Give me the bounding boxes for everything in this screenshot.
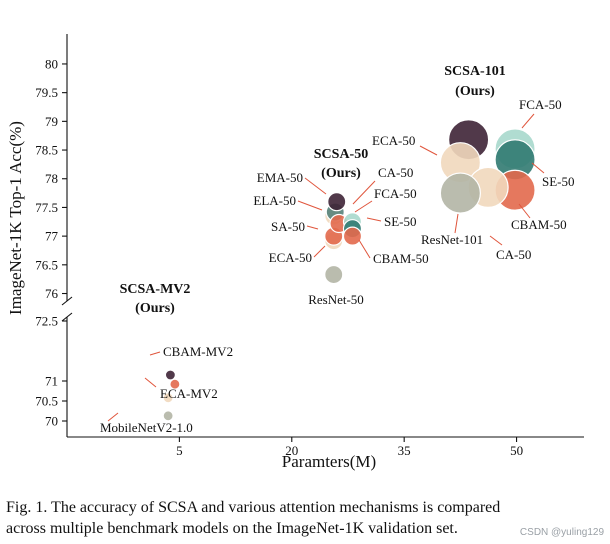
chart-axes: 5 20 35 50 76 76.5 77 77.5 78 78.5 79 79.5 80 70 70.5 7…: [35, 34, 584, 458]
point-label: SE-50: [542, 174, 575, 189]
label-leader-line: [454, 213, 459, 234]
point-label: ResNet-101: [421, 232, 483, 247]
x-tick-label: 35: [398, 443, 411, 458]
caption-line-1: Fig. 1. The accuracy of SCSA and various…: [6, 499, 501, 516]
point-label: CA-50: [378, 165, 413, 180]
caption-line-2: across multiple benchmark models on the …: [6, 520, 458, 537]
x-tick-label: 50: [510, 443, 523, 458]
y-tick-label: 77.5: [35, 200, 58, 215]
point-label: (Ours): [455, 84, 495, 99]
point-scsa-50-ours: [327, 192, 347, 212]
label-leader-line: [144, 377, 157, 388]
point-scsa-mv2-ours: [164, 369, 176, 381]
label-leader-line: [107, 412, 119, 422]
y-tick-label: 76.5: [35, 257, 58, 272]
label-leader-line: [352, 180, 376, 205]
label-leader-line: [419, 145, 438, 156]
point-label: SCSA-101: [444, 64, 505, 79]
y-tick-label: 78: [45, 171, 58, 186]
y-axis-break-mark-upper: [61, 296, 73, 306]
point-label: ResNet-50: [308, 292, 364, 307]
point-label: CA-50: [496, 247, 531, 262]
point-label: FCA-50: [519, 97, 562, 112]
x-axis-label: Paramters(M): [282, 452, 376, 471]
point-label: (Ours): [135, 301, 175, 316]
y-tick-label: 80: [45, 56, 58, 71]
y-tick-label: 76: [45, 286, 59, 301]
label-leader-line: [313, 245, 326, 258]
point-label: SA-50: [271, 219, 305, 234]
label-leader-line: [489, 235, 503, 246]
point-cbam-mv2: [169, 378, 181, 390]
point-label: FCA-50: [374, 186, 417, 201]
y-tick-label: 77: [45, 229, 59, 244]
point-eca-mv2: [162, 392, 174, 404]
watermark: CSDN @yuling129: [519, 527, 604, 538]
point-label: SCSA-50: [314, 147, 368, 162]
label-leader-line: [306, 225, 319, 230]
chart-point-labels: MobileNetV2-1.0 ECA-MV2 CBAM-MV2 SCSA-MV2 (O…: [100, 64, 575, 435]
y-tick-label: 70: [45, 414, 58, 429]
x-tick-label: 5: [176, 443, 183, 458]
point-label: ELA-50: [253, 193, 296, 208]
label-leader-line: [304, 177, 327, 195]
point-label: ECA-50: [372, 133, 415, 148]
y-tick-label: 70.5: [35, 394, 58, 409]
y-tick-label: 71: [45, 374, 58, 389]
chart-points: [162, 119, 536, 422]
label-leader-line: [297, 200, 323, 211]
label-leader-line: [518, 203, 531, 219]
scatter-chart: 5 20 35 50 76 76.5 77 77.5 78 78.5 79 79.5 80 70 70.5 7…: [6, 34, 584, 471]
point-label: ECA-50: [269, 250, 312, 265]
label-leader-line: [354, 200, 373, 213]
point-label: ECA-MV2: [160, 386, 218, 401]
point-label: CBAM-MV2: [163, 344, 233, 359]
y-tick-label: 79: [45, 114, 58, 129]
point-label: CBAM-50: [511, 217, 567, 232]
point-resnet-50: [324, 264, 344, 285]
label-leader-line: [531, 162, 545, 174]
point-label: (Ours): [321, 166, 361, 181]
label-leader-line: [149, 351, 161, 356]
point-cbam-50: [342, 226, 363, 246]
y-axis-label: ImageNet-1K Top-1 Acc(%): [6, 121, 25, 315]
label-leader-line: [366, 217, 382, 222]
label-leader-line: [521, 113, 535, 129]
point-resnet-101: [439, 172, 481, 214]
point-label: SE-50: [384, 214, 417, 229]
label-leader-line: [358, 239, 371, 259]
point-label: EMA-50: [257, 170, 303, 185]
figure-caption: Fig. 1. The accuracy of SCSA and various…: [6, 497, 606, 539]
y-tick-label: 79.5: [35, 85, 58, 100]
point-mobilenetv2-1-0: [162, 410, 174, 422]
point-label: SCSA-MV2: [120, 282, 191, 297]
point-label: MobileNetV2-1.0: [100, 420, 193, 435]
point-label: CBAM-50: [373, 251, 429, 266]
x-tick-label: 20: [285, 443, 298, 458]
y-tick-label: 72.5: [35, 314, 58, 329]
y-tick-label: 78.5: [35, 143, 58, 158]
y-axis-break-mark-lower: [61, 312, 73, 322]
